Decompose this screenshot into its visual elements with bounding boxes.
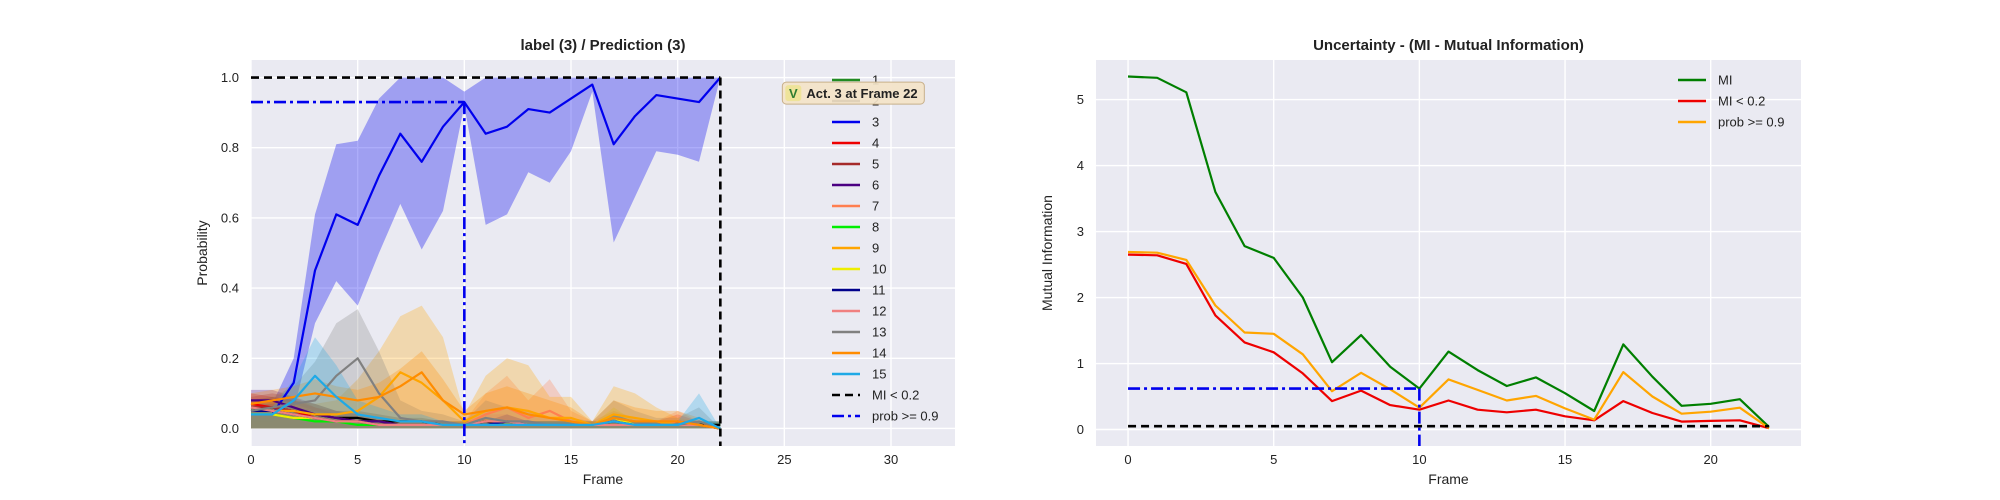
legend-label: 10 [872, 262, 886, 277]
y-tick-label: 0.4 [221, 281, 239, 296]
x-tick-label: 0 [1124, 452, 1131, 467]
legend-label: 1 [872, 73, 879, 88]
x-tick-label: 10 [457, 452, 471, 467]
line-series-13 [250, 357, 721, 430]
y-tick-label: 0.8 [221, 140, 239, 155]
line-series-prob >= 0.9 [1127, 250, 1770, 430]
annotation-text: Act. 3 at Frame 22 [806, 86, 917, 101]
legend-label: 4 [872, 136, 879, 151]
series-lines [250, 76, 722, 430]
legend-label: 5 [872, 157, 879, 172]
legend-label: 15 [872, 367, 886, 382]
legend-label: prob >= 0.9 [1718, 115, 1785, 130]
x-tick-label: 5 [354, 452, 361, 467]
grid [1096, 60, 1801, 446]
x-tick-label: 25 [777, 452, 791, 467]
y-tick-label: 0.0 [221, 421, 239, 436]
y-axis-label: Probability [194, 220, 210, 285]
band-series-14 [251, 351, 721, 429]
line-series-MI < 0.2 [1127, 253, 1770, 430]
plot-area [251, 60, 955, 446]
line-series-MI [1127, 75, 1770, 428]
y-tick-label: 3 [1077, 224, 1084, 239]
band-series-15 [251, 337, 721, 429]
legend: MI MI < 0.2 prob >= 0.9 [1678, 73, 1785, 130]
series-lines [1127, 75, 1770, 430]
legend-label: MI < 0.2 [872, 388, 919, 403]
line-series-15 [251, 374, 721, 430]
band-series-3 [251, 77, 721, 422]
y-tick-label: 0 [1077, 422, 1084, 437]
x-tick-label: 5 [1270, 452, 1277, 467]
line-series-14 [250, 371, 721, 430]
y-axis-label: Mutual Information [1039, 195, 1055, 311]
y-tick-label: 0.6 [221, 210, 239, 225]
x-tick-label: 20 [1703, 452, 1717, 467]
legend-label: 12 [872, 304, 886, 319]
y-tick-label: 5 [1077, 92, 1084, 107]
check-badge [785, 85, 802, 102]
reference-lines [251, 76, 722, 446]
plot-area [1096, 60, 1801, 446]
legend-label: 8 [872, 220, 879, 235]
prediction-chart: label (3) / Prediction (3) Frame Probabi… [194, 37, 955, 487]
reference-lines [1128, 387, 1769, 446]
legend-label: prob >= 0.9 [872, 409, 939, 424]
x-tick-label: 10 [1412, 452, 1426, 467]
y-tick-label: 0.2 [221, 351, 239, 366]
x-axis-label: Frame [1428, 471, 1469, 487]
band-series-7 [251, 375, 721, 429]
y-tick-label: 2 [1077, 290, 1084, 305]
uncertainty-chart: Uncertainty - (MI - Mutual Information) … [1039, 37, 1801, 487]
x-tick-label: 15 [1558, 452, 1572, 467]
legend-label: 3 [872, 115, 879, 130]
x-tick-label: 20 [670, 452, 684, 467]
grid [250, 60, 955, 446]
chart-title: Uncertainty - (MI - Mutual Information) [1313, 37, 1584, 54]
y-tick-label: 4 [1077, 158, 1084, 173]
legend-label: 14 [872, 346, 886, 361]
legend-label: 13 [872, 325, 886, 340]
legend-label: 6 [872, 178, 879, 193]
chart-title: label (3) / Prediction (3) [520, 37, 685, 54]
line-series-3 [251, 76, 722, 416]
axes: 0 5 10 15 20 0 1 2 3 4 5 [1077, 92, 1718, 467]
legend-label: MI < 0.2 [1718, 94, 1765, 109]
legend-label: 11 [872, 283, 886, 298]
x-tick-label: 0 [247, 452, 254, 467]
y-tick-label: 1 [1077, 356, 1084, 371]
legend-label: 9 [872, 241, 879, 256]
check-badge-letter: V [789, 86, 798, 101]
x-tick-label: 15 [564, 452, 578, 467]
legend-label: 7 [872, 199, 879, 214]
annotation-box [781, 81, 925, 105]
x-tick-label: 30 [884, 452, 898, 467]
axes: 0 5 10 15 20 25 300.00.20.40.60.81.0 [221, 70, 898, 467]
y-tick-label: 1.0 [221, 70, 239, 85]
activation-annotation: V Act. 3 at Frame 22 [781, 81, 925, 105]
legend-label: MI [1718, 73, 1732, 88]
x-axis-label: Frame [583, 471, 624, 487]
